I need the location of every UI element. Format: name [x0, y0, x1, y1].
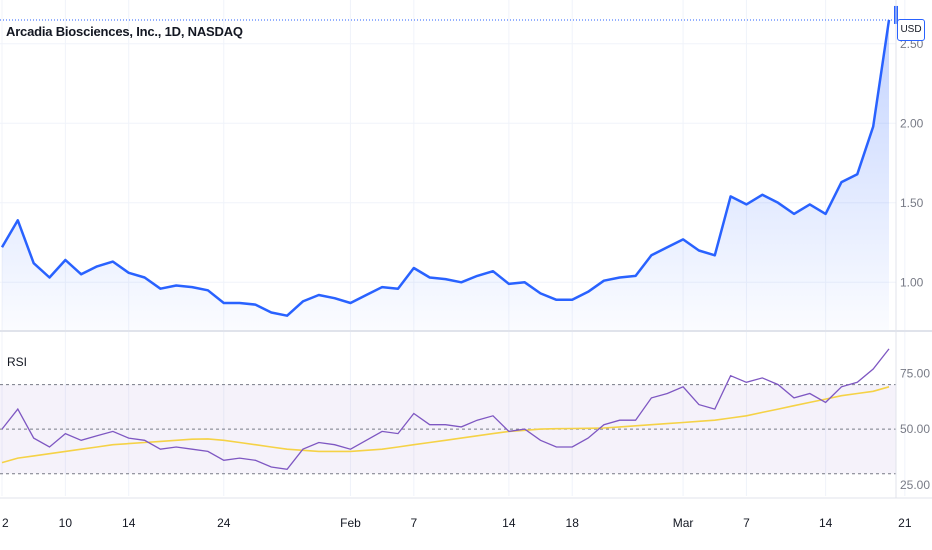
x-tick-label: 24 [217, 516, 231, 530]
x-tick-label: 14 [122, 516, 136, 530]
pane-dividers [0, 0, 932, 499]
rsi-y-tick-label: 25.00 [900, 478, 930, 492]
x-tick-label: Mar [673, 516, 694, 530]
x-tick-label: 18 [566, 516, 580, 530]
price-y-tick-label: 2.00 [900, 116, 924, 130]
chart-title: Arcadia Biosciences, Inc., 1D, NASDAQ [6, 24, 243, 39]
x-axis[interactable]: 2 10 14 24 Feb 7 14 18 Mar 7 14 21 [2, 516, 912, 530]
x-tick-label: 2 [2, 516, 9, 530]
price-series-line [0, 19, 891, 317]
x-tick-label: 14 [502, 516, 516, 530]
rsi-y-tick-label: 50.00 [900, 422, 930, 436]
price-area-fill [2, 19, 889, 331]
x-tick-label: 14 [819, 516, 833, 530]
rsi-line [1, 348, 890, 470]
rsi-y-axis[interactable]: 25.00 50.00 75.00 [900, 366, 930, 491]
rsi-pane-label[interactable]: RSI [7, 355, 28, 369]
x-tick-label: 10 [59, 516, 73, 530]
rsi-guide-lines [0, 384, 896, 475]
x-tick-label: 7 [743, 516, 750, 530]
rsi-y-tick-label: 75.00 [900, 366, 930, 380]
rsi-ma-line [1, 386, 890, 464]
x-tick-label: 21 [898, 516, 912, 530]
x-tick-label: 7 [410, 516, 417, 530]
x-tick-label: Feb [340, 516, 361, 530]
currency-button[interactable]: USD [897, 19, 925, 41]
price-y-axis[interactable]: 1.001.502.002.50 [900, 37, 924, 289]
price-y-tick-label: 1.00 [900, 275, 924, 289]
price-y-tick-label: 1.50 [900, 196, 924, 210]
